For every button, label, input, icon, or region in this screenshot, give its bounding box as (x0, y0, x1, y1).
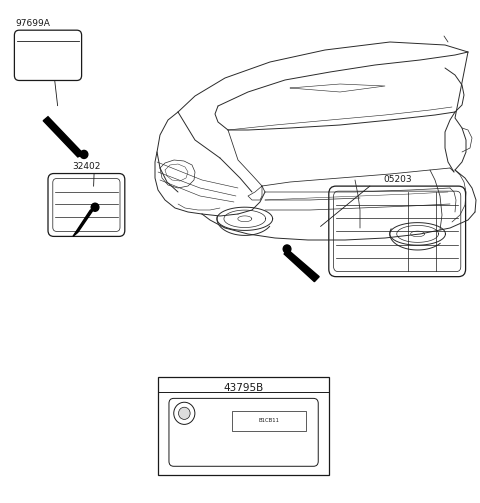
Polygon shape (284, 249, 319, 282)
Circle shape (283, 245, 291, 253)
Polygon shape (43, 117, 84, 157)
Text: 43795B: 43795B (224, 383, 264, 393)
Text: B1CB11: B1CB11 (258, 418, 279, 424)
Text: 97699A: 97699A (15, 19, 50, 28)
Circle shape (80, 150, 88, 158)
Bar (158, 377, 329, 475)
Polygon shape (73, 207, 95, 236)
Circle shape (179, 407, 190, 420)
Text: 05203: 05203 (383, 175, 411, 184)
Circle shape (91, 203, 99, 211)
Text: 32402: 32402 (72, 162, 101, 171)
Bar (232, 410, 306, 431)
